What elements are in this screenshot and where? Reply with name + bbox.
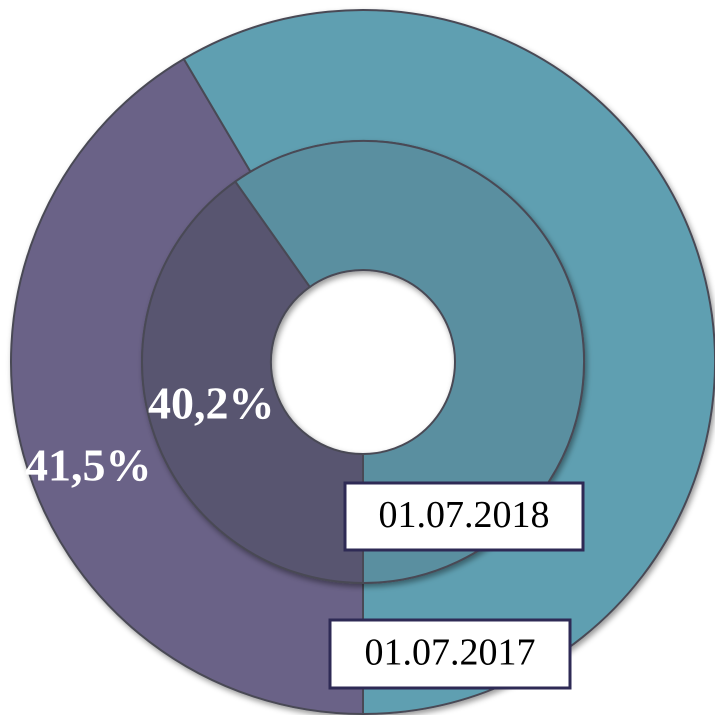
value-label: 41,5% <box>25 440 152 491</box>
ring <box>10 9 715 715</box>
value-label: 40,2% <box>148 378 275 429</box>
labels: 41,5% 01.07.2017 40,2% 01.07.2018 <box>25 378 585 690</box>
legend-box <box>328 618 572 690</box>
legend-label: 01.07.2018 <box>379 494 550 536</box>
rings <box>10 9 715 715</box>
ring <box>141 140 585 585</box>
slice <box>141 180 364 585</box>
legend-box <box>343 481 585 552</box>
legend-label: 01.07.2017 <box>365 632 536 674</box>
